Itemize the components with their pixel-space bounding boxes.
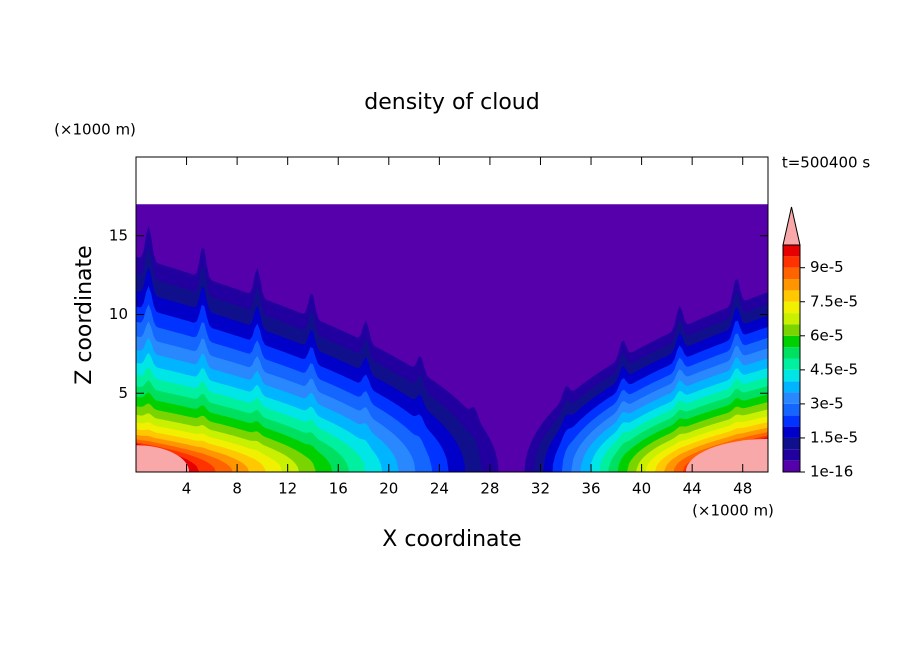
colorbar-band — [783, 449, 800, 461]
colorbar-tick-label: 7.5e-5 — [810, 292, 858, 310]
colorbar-band — [783, 358, 800, 370]
colorbar-band — [783, 335, 800, 348]
colorbar-band — [783, 347, 800, 359]
colorbar-tick-label: 3e-5 — [810, 394, 844, 412]
x-axis-label: X coordinate — [382, 527, 521, 552]
colorbar-tick-label: 4.5e-5 — [810, 360, 858, 378]
colorbar-band — [783, 267, 800, 280]
contour-over — [136, 445, 190, 472]
x-unit: (×1000 m) — [692, 502, 774, 520]
x-tick-label: 48 — [733, 480, 752, 498]
colorbar-tick-label: 1e-16 — [810, 463, 853, 481]
x-tick-label: 36 — [581, 480, 600, 498]
y-unit: (×1000 m) — [54, 121, 136, 139]
x-tick-label: 44 — [683, 480, 702, 498]
colorbar-band — [783, 392, 800, 404]
y-tick-label: 5 — [118, 384, 128, 402]
x-tick-label: 24 — [430, 480, 449, 498]
colorbar-tick-label: 1.5e-5 — [810, 428, 858, 446]
colorbar-band — [783, 437, 800, 450]
x-tick-label: 28 — [480, 480, 499, 498]
colorbar-band — [783, 415, 800, 427]
colorbar-band — [783, 460, 800, 472]
colorbar-band — [783, 279, 800, 291]
y-tick-label: 15 — [109, 226, 128, 244]
colorbar-band — [783, 381, 800, 393]
colorbar-tick-label: 6e-5 — [810, 326, 844, 344]
colorbar-band — [783, 403, 800, 416]
colorbar-band — [783, 301, 800, 314]
colorbar-frame — [782, 244, 801, 473]
x-tick-label: 32 — [531, 480, 550, 498]
x-tick-label: 12 — [278, 480, 297, 498]
x-tick-label: 4 — [182, 480, 192, 498]
y-tick-label: 10 — [109, 305, 128, 323]
x-tick-label: 20 — [379, 480, 398, 498]
colorbar-tick-label: 9e-5 — [810, 258, 844, 276]
colorbar-band — [783, 324, 800, 336]
x-tick-label: 16 — [329, 480, 348, 498]
contour-over — [685, 438, 768, 472]
colorbar-over — [782, 206, 801, 246]
colorbar-band — [783, 290, 800, 302]
x-tick-label: 8 — [232, 480, 242, 498]
colorbar-band — [783, 313, 800, 325]
contour-field — [136, 204, 768, 472]
chart-title: density of cloud — [364, 90, 539, 115]
colorbar-band — [783, 426, 800, 438]
colorbar-band — [783, 245, 800, 257]
x-tick-label: 40 — [632, 480, 651, 498]
y-axis-label: Z coordinate — [72, 245, 97, 384]
colorbar-band — [783, 256, 800, 268]
colorbar-band — [783, 369, 800, 382]
time-label: t=500400 s — [782, 154, 870, 172]
